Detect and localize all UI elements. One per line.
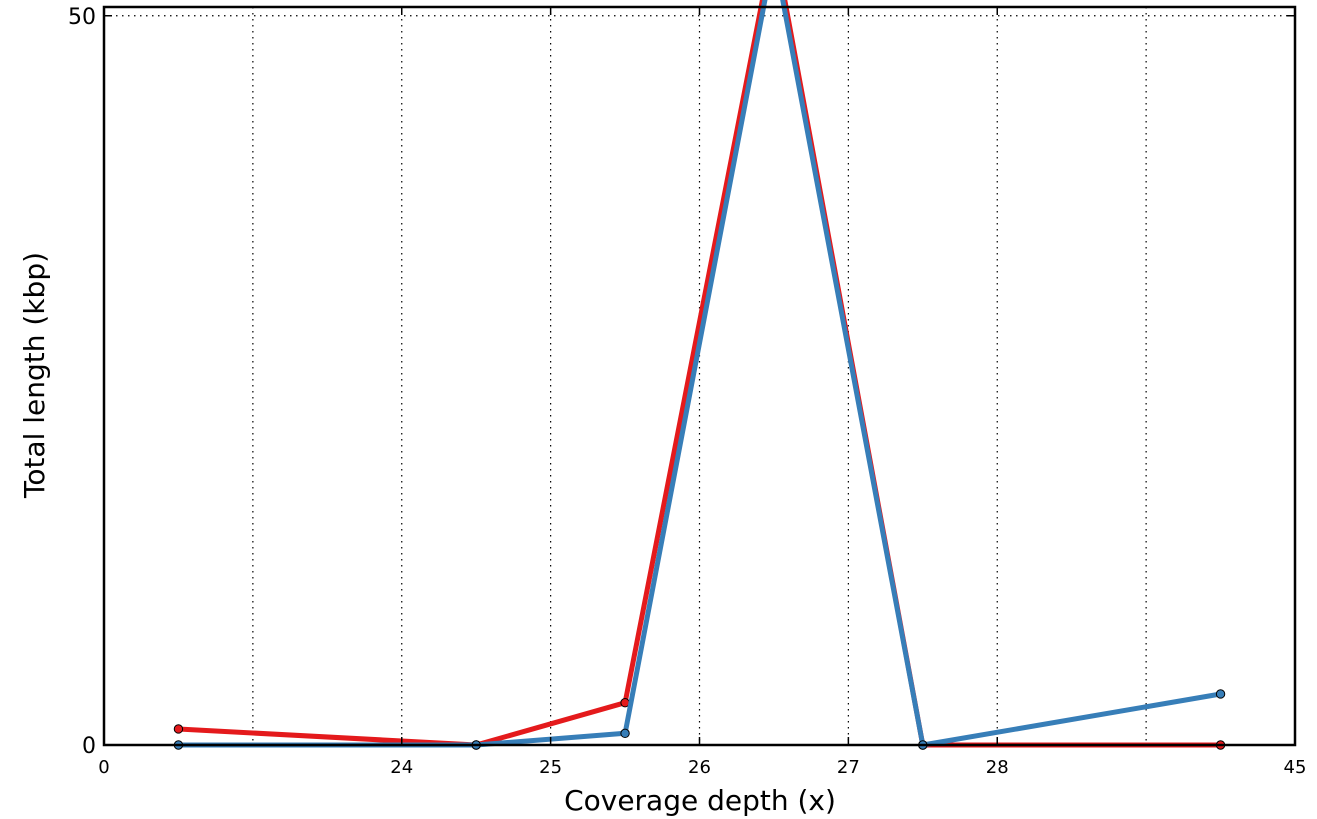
y-tick-label: 50 [68, 5, 96, 30]
tick-labels: 0 24 25 26 27 28 45 0 50 [68, 5, 1306, 778]
y-axis-label: Total length (kbp) [18, 252, 51, 499]
data-point [173, 724, 184, 734]
grid-layer [104, 7, 1295, 745]
x-tick-label: 0 [98, 757, 109, 778]
x-axis-label: Coverage depth (x) [564, 784, 836, 817]
x-tick-label: 27 [837, 757, 860, 778]
y-tick-label: 0 [82, 734, 96, 759]
series-line [175, 0, 1224, 748]
series-layer [173, 0, 1226, 750]
plot-border [102, 5, 1297, 747]
plot-frame [102, 5, 1297, 747]
data-point [1215, 689, 1226, 699]
x-tick-label: 26 [688, 757, 711, 778]
data-point [620, 728, 630, 739]
x-tick-label: 25 [539, 757, 562, 778]
x-tick-label: 24 [390, 757, 413, 778]
x-tick-label: 45 [1284, 757, 1307, 778]
x-tick-label: 28 [986, 757, 1009, 778]
series-line [175, 0, 1224, 748]
